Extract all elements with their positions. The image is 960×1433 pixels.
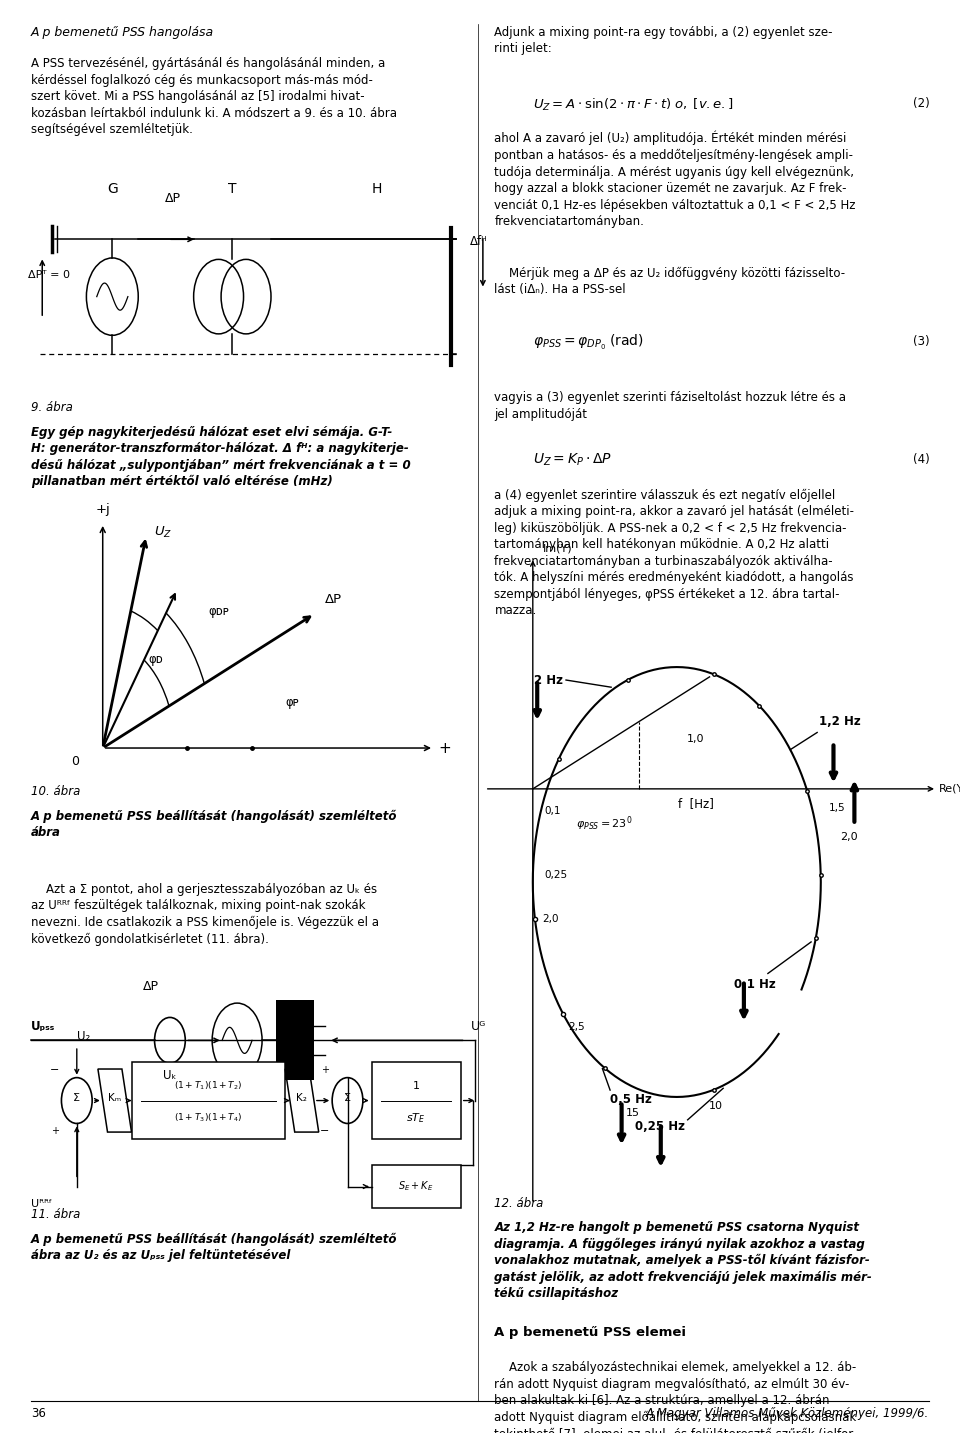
Text: Σ: Σ bbox=[73, 1093, 81, 1102]
Text: 12. ábra: 12. ábra bbox=[494, 1197, 543, 1209]
Text: $\varphi_{PSS} = 23^0$: $\varphi_{PSS} = 23^0$ bbox=[576, 815, 633, 833]
Text: $(1+T_1)( 1+T_2)$: $(1+T_1)( 1+T_2)$ bbox=[174, 1080, 243, 1092]
Text: ΔP: ΔP bbox=[324, 593, 342, 606]
Text: 9. ábra: 9. ábra bbox=[31, 401, 73, 414]
Text: ΔP: ΔP bbox=[165, 192, 180, 205]
Text: A p bemenetű PSS beállítását (hangolását) szemléltető
ábra az U₂ és az Uₚₛₛ jel : A p bemenetű PSS beállítását (hangolását… bbox=[31, 1232, 397, 1262]
Text: 1,0: 1,0 bbox=[687, 734, 705, 744]
Text: (2): (2) bbox=[913, 97, 929, 110]
Text: 1: 1 bbox=[413, 1082, 420, 1091]
Text: (4): (4) bbox=[913, 453, 929, 466]
Text: $U_Z = K_P \cdot \Delta P$: $U_Z = K_P \cdot \Delta P$ bbox=[533, 451, 612, 469]
Text: 36: 36 bbox=[31, 1407, 45, 1420]
Text: 0,1: 0,1 bbox=[544, 807, 561, 815]
Text: +: + bbox=[52, 1126, 60, 1136]
Text: 11. ábra: 11. ábra bbox=[31, 1208, 80, 1221]
Text: A p bemenetű PSS beállítását (hangolását) szemléltető
ábra: A p bemenetű PSS beállítását (hangolását… bbox=[31, 810, 397, 840]
Text: 2,0: 2,0 bbox=[542, 914, 559, 924]
Text: G: G bbox=[107, 182, 118, 196]
Text: 15: 15 bbox=[626, 1108, 639, 1118]
Text: Uₚₛₛ: Uₚₛₛ bbox=[31, 1020, 55, 1033]
Text: φᴅᴘ: φᴅᴘ bbox=[208, 605, 229, 619]
Bar bbox=[372, 1165, 461, 1208]
Text: 1,5: 1,5 bbox=[828, 804, 845, 813]
Text: φᴘ: φᴘ bbox=[285, 695, 299, 709]
Text: +: + bbox=[322, 1065, 329, 1075]
Text: Az 1,2 Hz-re hangolt p bemenetű PSS csatorna Nyquist
diagramja. A függőleges irá: Az 1,2 Hz-re hangolt p bemenetű PSS csat… bbox=[494, 1221, 872, 1300]
Text: ΔP: ΔP bbox=[143, 980, 158, 993]
Text: Δfᴴ: Δfᴴ bbox=[470, 235, 488, 248]
Text: +j: +j bbox=[95, 503, 110, 516]
Bar bbox=[132, 1062, 285, 1139]
Text: $(1+T_3)( 1+T_4)$: $(1+T_3)( 1+T_4)$ bbox=[174, 1112, 243, 1123]
Text: 1,2 Hz: 1,2 Hz bbox=[819, 715, 861, 728]
Text: −: − bbox=[320, 1126, 329, 1136]
Text: 10: 10 bbox=[709, 1101, 723, 1111]
Text: 10. ábra: 10. ábra bbox=[31, 785, 80, 798]
Text: Uᴿᴿᶠ: Uᴿᴿᶠ bbox=[31, 1199, 52, 1209]
Text: Kₘ: Kₘ bbox=[108, 1093, 121, 1102]
Text: ahol A a zavaró jel (U₂) amplitudója. Értékét minden mérési
pontban a hatásos- é: ahol A a zavaró jel (U₂) amplitudója. Ér… bbox=[494, 130, 856, 228]
Text: $S_E + K_E$: $S_E + K_E$ bbox=[398, 1179, 434, 1194]
Text: Re(Y): Re(Y) bbox=[939, 784, 960, 794]
Text: Mérjük meg a ΔP és az U₂ időfüggvény közötti fázisselto-
lást (iΔₙ). Ha a PSS-se: Mérjük meg a ΔP és az U₂ időfüggvény köz… bbox=[494, 267, 846, 297]
Text: ΔPᵀ = 0: ΔPᵀ = 0 bbox=[28, 271, 70, 279]
Bar bbox=[372, 1062, 461, 1139]
Text: Azok a szabályozástechnikai elemek, amelyekkel a 12. áb-
rán adott Nyquist diagr: Azok a szabályozástechnikai elemek, amel… bbox=[494, 1361, 857, 1433]
Text: K₂: K₂ bbox=[297, 1093, 307, 1102]
Text: +: + bbox=[439, 741, 451, 755]
Text: H: H bbox=[372, 182, 381, 196]
Text: 0,25: 0,25 bbox=[544, 870, 567, 880]
Text: 2,0: 2,0 bbox=[840, 833, 857, 841]
Text: A Magyar Villamos Művek Közleményei, 1999/6.: A Magyar Villamos Művek Közleményei, 199… bbox=[646, 1407, 929, 1420]
Text: 2,5: 2,5 bbox=[568, 1022, 585, 1032]
Text: $U_Z$: $U_Z$ bbox=[154, 526, 172, 540]
Text: T: T bbox=[228, 182, 236, 196]
Text: A p bemenetű PSS elemei: A p bemenetű PSS elemei bbox=[494, 1326, 686, 1338]
Text: a (4) egyenlet szerintire válasszuk és ezt negatív előjellel
adjuk a mixing poin: a (4) egyenlet szerintire válasszuk és e… bbox=[494, 489, 854, 618]
Text: Uₖ: Uₖ bbox=[163, 1069, 177, 1082]
Text: A PSS tervezésénél, gyártásánál és hangolásánál minden, a
kérdéssel foglalkozó c: A PSS tervezésénél, gyártásánál és hango… bbox=[31, 57, 396, 136]
Text: A p bemenetű PSS hangolása: A p bemenetű PSS hangolása bbox=[31, 26, 214, 39]
Text: Uᴳ: Uᴳ bbox=[470, 1020, 486, 1033]
Text: φᴅ: φᴅ bbox=[148, 652, 163, 666]
Text: $\varphi_{PSS} = \varphi_{DP_0}\;(\mathrm{rad})$: $\varphi_{PSS} = \varphi_{DP_0}\;(\mathr… bbox=[533, 332, 643, 353]
Text: 0,25 Hz: 0,25 Hz bbox=[635, 1119, 684, 1134]
Text: Azt a Σ pontot, ahol a gerjesztesszabályozóban az Uₖ és
az Uᴿᴿᶠ feszültégek talá: Azt a Σ pontot, ahol a gerjesztesszabály… bbox=[31, 883, 378, 946]
Text: vagyis a (3) egyenlet szerinti fáziseltolást hozzuk létre és a
jel amplitudóját: vagyis a (3) egyenlet szerinti fáziselto… bbox=[494, 391, 847, 421]
Text: $sT_E$: $sT_E$ bbox=[406, 1111, 426, 1125]
Text: 0: 0 bbox=[71, 755, 79, 768]
Text: Im(Y): Im(Y) bbox=[542, 543, 572, 553]
Text: 2 Hz: 2 Hz bbox=[535, 674, 564, 686]
Text: U₂: U₂ bbox=[77, 1030, 90, 1043]
Text: Egy gép nagykiterjedésű hálózat eset elvi sémája. G-T-
H: generátor-transzformát: Egy gép nagykiterjedésű hálózat eset elv… bbox=[31, 426, 410, 489]
Text: −: − bbox=[50, 1065, 60, 1075]
Text: $U_Z = A \cdot \sin(2 \cdot \pi \cdot F \cdot t)\;o,\;[v.e.]$: $U_Z = A \cdot \sin(2 \cdot \pi \cdot F … bbox=[533, 96, 733, 113]
Text: f  [Hz]: f [Hz] bbox=[678, 797, 714, 810]
Text: (3): (3) bbox=[913, 335, 929, 348]
Text: 0,5 Hz: 0,5 Hz bbox=[611, 1093, 652, 1106]
Bar bbox=[276, 1000, 314, 1080]
Text: Adjunk a mixing point-ra egy további, a (2) egyenlet sze-
rinti jelet:: Adjunk a mixing point-ra egy további, a … bbox=[494, 26, 833, 56]
Text: Σ: Σ bbox=[344, 1093, 351, 1102]
Text: 0,1 Hz: 0,1 Hz bbox=[734, 977, 776, 990]
